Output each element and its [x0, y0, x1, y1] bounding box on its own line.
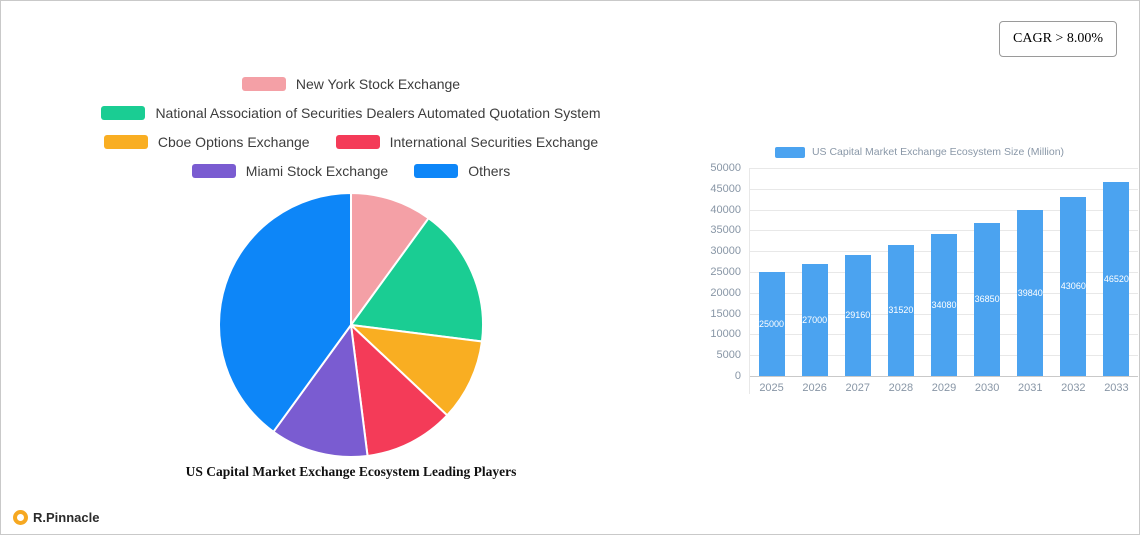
pie-slice[interactable]: [350, 191, 430, 329]
y-axis-tick-label: 5000: [716, 349, 741, 362]
legend-item[interactable]: International Securities Exchange: [335, 131, 599, 153]
legend-item[interactable]: Cboe Options Exchange: [103, 131, 310, 153]
pie-slice[interactable]: [218, 191, 352, 434]
bar[interactable]: 36850: [974, 222, 1001, 376]
bar-legend-label: US Capital Market Exchange Ecosystem Siz…: [811, 146, 1065, 158]
pie-svg: [218, 191, 484, 458]
y-axis-tick-label: 40000: [710, 203, 741, 216]
y-axis-tick-label: 10000: [710, 328, 741, 341]
bar-column: 46520 2033: [1095, 168, 1138, 394]
bar[interactable]: 43060: [1060, 196, 1087, 376]
bar-column: 43060 2032: [1052, 168, 1095, 394]
bar-y-axis: 50000 45000 40000 35000 30000 25000 20000 15000…: [701, 162, 749, 382]
legend-label: Miami Stock Exchange: [245, 163, 389, 179]
bar-column: 34080 2029: [922, 168, 965, 394]
cagr-badge: CAGR > 8.00%: [999, 21, 1117, 57]
legend-label: Cboe Options Exchange: [157, 134, 310, 150]
bar[interactable]: 27000: [801, 263, 828, 376]
legend-label: International Securities Exchange: [389, 134, 599, 150]
bar-area: 39840: [1009, 168, 1052, 376]
pie-chart-section: New York Stock Exchange National Associat…: [1, 1, 701, 480]
bar[interactable]: 46520: [1103, 182, 1130, 376]
legend-swatch: [414, 164, 459, 178]
bar-value-label: 31520: [888, 305, 914, 316]
bar-column: 36850 2030: [966, 168, 1009, 394]
bar-value-label: 43060: [1060, 281, 1086, 292]
bar-area: 46520: [1095, 168, 1138, 376]
bar-value-label: 46520: [1103, 274, 1129, 285]
brand-name: R.Pinnacle: [33, 510, 100, 525]
x-axis-tick-label: 2028: [888, 382, 914, 394]
x-axis-tick-label: 2026: [802, 382, 827, 394]
bar-value-label: 39840: [1017, 288, 1043, 299]
y-axis-tick-label: 20000: [710, 286, 741, 299]
brand-logo-icon: [13, 510, 28, 525]
y-axis-tick-label: 30000: [710, 245, 741, 258]
bar[interactable]: 34080: [930, 234, 957, 376]
legend-item[interactable]: Miami Stock Exchange: [191, 160, 389, 182]
legend-label: National Association of Securities Deale…: [155, 105, 601, 121]
bar-legend-swatch: [774, 146, 805, 158]
bar[interactable]: 29160: [844, 254, 871, 376]
bar-chart-section: US Capital Market Exchange Ecosystem Siz…: [701, 146, 1138, 394]
legend-swatch: [191, 164, 236, 178]
bar-area: 25000: [750, 168, 793, 376]
y-axis-tick-label: 35000: [710, 224, 741, 237]
legend-label: Others: [468, 163, 511, 179]
brand: R.Pinnacle: [13, 510, 99, 525]
bar-area: 36850: [966, 168, 1009, 376]
x-axis-tick-label: 2029: [931, 382, 957, 394]
pie-slice[interactable]: [272, 322, 369, 458]
bar-value-label: 36850: [974, 294, 1000, 305]
bar-column: 39840 2031: [1009, 168, 1052, 394]
y-axis-tick-label: 50000: [710, 162, 741, 174]
bar-value-label: 29160: [845, 310, 871, 321]
y-axis-tick-label: 25000: [710, 266, 741, 278]
bar-area: 43060: [1052, 168, 1095, 376]
x-axis-tick-label: 2027: [845, 382, 871, 394]
bar[interactable]: 25000: [758, 272, 785, 376]
bar-area: 31520: [879, 168, 922, 376]
y-axis-tick-label: 45000: [710, 182, 741, 195]
pie-slice[interactable]: [348, 323, 484, 417]
pie-slice[interactable]: [349, 322, 449, 458]
bar-column: 29160 2027: [836, 168, 879, 394]
bar-columns: 25000 2025 27000 2026 29160 2027 31520 2028 3408…: [750, 168, 1138, 394]
x-axis-tick-label: 2032: [1061, 382, 1086, 394]
bar-value-label: 27000: [802, 314, 828, 325]
bar-area: 29160: [836, 168, 879, 376]
legend-swatch: [241, 77, 286, 91]
x-axis-tick-label: 2030: [974, 382, 1000, 394]
bar-value-label: 34080: [931, 300, 957, 311]
bar-value-label: 25000: [759, 319, 785, 329]
x-axis-tick-label: 2031: [1017, 382, 1043, 394]
pie-chart: [216, 190, 486, 460]
pie-chart-title: US Capital Market Exchange Ecosystem Lea…: [185, 464, 517, 479]
legend-label: New York Stock Exchange: [295, 76, 461, 92]
bar-area: 34080: [922, 168, 965, 376]
x-axis-tick-label: 2033: [1104, 382, 1129, 394]
legend-swatch: [103, 135, 148, 149]
y-axis-tick-label: 0: [734, 370, 741, 382]
bar-legend[interactable]: US Capital Market Exchange Ecosystem Siz…: [701, 146, 1138, 158]
pie-slice[interactable]: [349, 216, 484, 343]
bar-column: 25000 2025: [750, 168, 793, 394]
y-axis-tick-label: 15000: [710, 307, 741, 320]
bar[interactable]: 31520: [887, 244, 914, 376]
legend-item[interactable]: National Association of Securities Deale…: [101, 102, 601, 124]
bar-plot-area: 25000 2025 27000 2026 29160 2027 31520 2028 3408…: [749, 168, 1138, 394]
legend-swatch: [335, 135, 380, 149]
legend-item[interactable]: New York Stock Exchange: [241, 73, 461, 95]
bar-chart-body: 50000 45000 40000 35000 30000 25000 20000 15000…: [701, 162, 1138, 394]
pie-legend: New York Stock Exchange National Associat…: [21, 73, 681, 182]
bar[interactable]: 39840: [1017, 210, 1044, 376]
legend-swatch: [101, 106, 146, 120]
bar-area: 27000: [793, 168, 836, 376]
bar-column: 27000 2026: [793, 168, 836, 394]
x-axis-tick-label: 2025: [759, 382, 784, 394]
bar-column: 31520 2028: [879, 168, 922, 394]
legend-item[interactable]: Others: [414, 160, 510, 182]
